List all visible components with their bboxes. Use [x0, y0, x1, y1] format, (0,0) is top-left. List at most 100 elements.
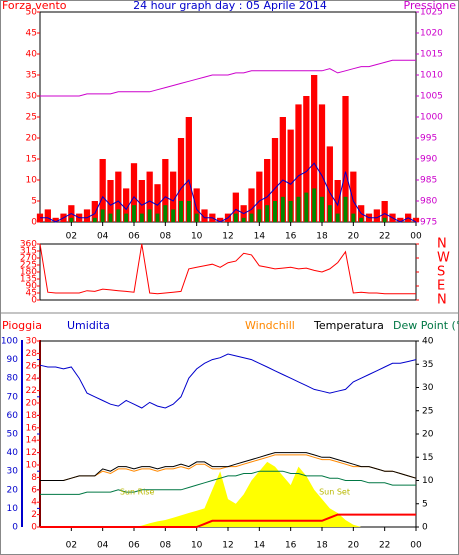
line — [40, 513, 416, 528]
y3-tick-label: 4 — [31, 498, 37, 508]
bar — [350, 171, 357, 222]
x-tick-label: 04 — [97, 541, 109, 551]
bar — [163, 205, 168, 222]
line — [40, 59, 416, 97]
x-tick-label: 20 — [348, 541, 360, 551]
x-tick-label: 20 — [348, 232, 360, 242]
legend-label: Umidita — [67, 319, 110, 332]
bar — [248, 188, 255, 222]
bar — [162, 159, 169, 222]
x-tick-label: 18 — [316, 232, 328, 242]
y3-tick-label: 30 — [26, 337, 38, 347]
x-tick-label: 16 — [285, 541, 297, 551]
bar — [373, 209, 380, 222]
y3-tick-label: 14 — [26, 436, 38, 446]
bar — [217, 217, 224, 222]
bar — [83, 209, 91, 222]
line — [40, 162, 417, 223]
x-tick-label: 00 — [410, 541, 422, 551]
y2-tick-label: N — [437, 293, 447, 308]
line — [40, 452, 417, 481]
bar — [397, 217, 404, 222]
y3-tick-label: 16 — [26, 423, 38, 433]
y3-tick-label: 10 — [26, 461, 38, 471]
bar — [44, 209, 51, 222]
bar — [241, 217, 246, 222]
bar — [271, 138, 279, 222]
x-tick-label: 06 — [128, 232, 140, 242]
y-tick-label: 40 — [7, 448, 19, 458]
bar — [108, 213, 113, 222]
bar — [177, 138, 185, 222]
y2-tick-label: 15 — [422, 453, 433, 463]
bar — [99, 159, 106, 222]
annotation: Sun Rise — [120, 488, 155, 497]
bar — [130, 163, 138, 222]
bar — [91, 201, 98, 222]
y-tick-label: 225 — [20, 261, 37, 271]
y-tick-label: 20 — [7, 485, 19, 495]
y-tick-label: 20 — [26, 134, 38, 144]
bar — [295, 104, 302, 222]
bar — [52, 217, 59, 222]
x-tick-label: 12 — [222, 541, 233, 551]
bar — [147, 209, 152, 222]
x-tick-label: 04 — [97, 232, 109, 242]
y2-tick-label: 1005 — [420, 92, 443, 102]
y-tick-label: 360 — [20, 240, 37, 250]
bar — [326, 146, 333, 222]
chart-title: 24 hour graph day : 05 Aprile 2014 — [133, 0, 327, 12]
y-tick-label: 10 — [7, 504, 19, 514]
y3-tick-label: 2 — [31, 510, 37, 520]
y-tick-label: 315 — [20, 247, 37, 257]
bar — [311, 75, 318, 222]
area — [40, 461, 416, 527]
y-tick-label: 45 — [26, 29, 37, 39]
bar — [92, 217, 97, 222]
y3-tick-label: 24 — [26, 374, 38, 384]
y-tick-label: 50 — [26, 8, 38, 18]
legend-label: Pioggia — [2, 319, 42, 332]
x-tick-label: 10 — [191, 541, 203, 551]
y-tick-label: 180 — [20, 268, 37, 278]
y2-tick-label: 1020 — [420, 29, 443, 39]
y2-tick-label: E — [437, 279, 445, 294]
bar — [343, 196, 348, 222]
bar — [132, 205, 136, 222]
x-tick-label: 08 — [160, 232, 172, 242]
bar — [69, 217, 74, 222]
bar — [318, 104, 326, 222]
y-tick-label: 0 — [31, 296, 37, 306]
y-tick-label: 60 — [7, 411, 19, 421]
bar — [146, 171, 153, 222]
bar — [186, 201, 191, 222]
bar — [288, 201, 293, 222]
x-tick-label: 06 — [128, 541, 140, 551]
y2-tick-label: 990 — [420, 155, 437, 165]
x-tick-label: 14 — [254, 232, 266, 242]
y-tick-label: 90 — [26, 282, 38, 292]
y-tick-label: 80 — [7, 374, 19, 384]
x-tick-label: 18 — [316, 541, 328, 551]
bar — [351, 213, 356, 222]
y-tick-label: 45 — [26, 289, 37, 299]
y-tick-label: 35 — [26, 71, 37, 81]
bar — [279, 117, 286, 222]
y2-tick-label: 1010 — [420, 71, 443, 81]
bar — [201, 209, 208, 222]
y2-tick-label: 975 — [420, 218, 437, 228]
y2-tick-label: 30 — [422, 383, 434, 393]
bar — [381, 201, 388, 222]
bar — [335, 213, 340, 222]
bar — [155, 213, 160, 222]
x-tick-label: 00 — [410, 232, 422, 242]
annotation: Sun Set — [319, 488, 350, 497]
y3-tick-label: 18 — [26, 411, 38, 421]
bar — [139, 213, 144, 222]
y2-tick-label: 1015 — [420, 50, 443, 60]
bar — [280, 196, 285, 222]
legend-label: Forza vento — [2, 0, 67, 12]
x-tick-label: 08 — [160, 541, 172, 551]
bar — [257, 209, 262, 222]
